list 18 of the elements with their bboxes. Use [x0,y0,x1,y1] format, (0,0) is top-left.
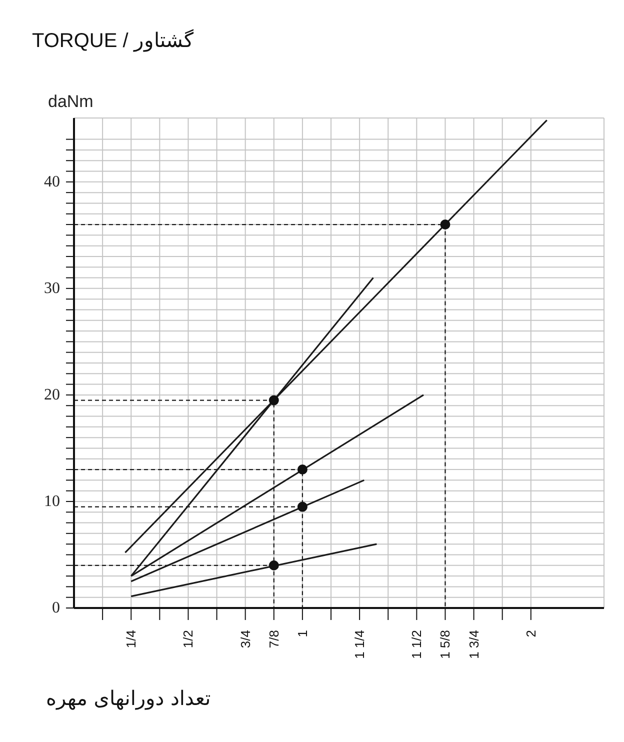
chart-title: TORQUE / گشتاور [22,24,204,57]
x-tick-label: 1 1/4 [352,630,368,659]
x-tick-label: 1/4 [124,630,139,648]
y-tick-label: 10 [44,492,60,510]
x-tick-label: 1 1/2 [409,630,424,659]
y-axis-title: daNm [48,92,94,112]
x-tick-label: 1/2 [180,630,196,648]
x-tick-label: 2 [523,630,538,638]
x-tick-label: 1 [294,630,310,638]
y-tick-label: 0 [52,600,60,616]
x-tick-label: 1 3/4 [466,630,482,659]
x-tick-label: 3/4 [238,630,253,648]
y-tick-label: 20 [44,386,60,404]
x-tick-label: 7/8 [266,630,282,648]
x-tick-label: 1 5/8 [438,630,453,659]
y-tick-label: 30 [44,280,60,297]
y-tick-label: 40 [44,173,60,190]
x-axis-title: تعداد دورانهای مهره [24,680,233,716]
